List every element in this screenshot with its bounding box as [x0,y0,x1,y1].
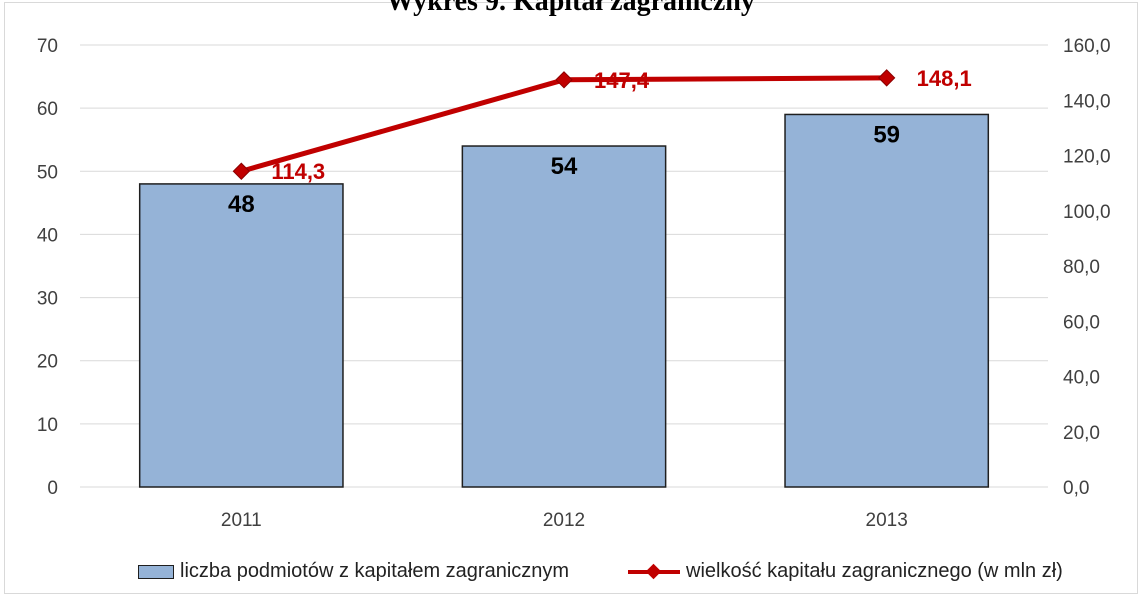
chart-frame [4,2,1138,594]
y-left-tick-label: 30 [37,289,58,310]
bar-value-label: 48 [228,191,255,218]
y-right-tick-label: 60,0 [1063,312,1100,333]
legend-label-bar: liczba podmiotów z kapitałem zagraniczny… [180,560,570,582]
line-marker [877,69,896,87]
y-left-tick-label: 20 [37,352,58,373]
line-marker [232,162,251,180]
legend-swatch-line [628,562,680,582]
bar [138,183,344,488]
line-value-label: 148,1 [917,66,972,91]
legend-label-line: wielkość kapitału zagranicznego (w mln z… [686,560,1063,582]
line-marker [555,71,573,89]
legend-item-bar: liczba podmiotów z kapitałem zagraniczny… [138,560,569,583]
line-value-label: 147,4 [594,68,650,93]
legend-item-line: wielkość kapitału zagranicznego (w mln z… [628,560,1063,583]
y-left-tick-label: 50 [37,162,58,183]
y-left-tick-label: 60 [37,99,58,120]
x-tick-label: 2013 [866,510,908,531]
y-left-tick-label: 70 [37,36,58,57]
y-right-tick-label: 80,0 [1063,257,1100,278]
y-left-tick-label: 40 [37,225,58,246]
y-right-tick-label: 40,0 [1063,368,1100,389]
x-tick-label: 2011 [221,510,262,531]
y-right-tick-label: 100,0 [1063,202,1111,223]
x-tick-label: 2012 [543,510,585,531]
y-right-tick-label: 160,0 [1063,36,1111,57]
y-right-tick-label: 20,0 [1063,423,1100,444]
y-left-tick-label: 10 [37,415,58,436]
legend: liczba podmiotów z kapitałem zagraniczny… [0,560,1141,590]
line-value-label: 114,3 [271,159,325,184]
bar-value-label: 54 [551,153,578,180]
bar-value-label: 59 [873,121,900,148]
y-right-tick-label: 120,0 [1063,147,1111,168]
y-right-tick-label: 0,0 [1063,478,1089,499]
y-left-tick-label: 0 [47,478,58,499]
bar [461,145,667,488]
bar [784,113,990,488]
y-right-tick-label: 140,0 [1063,91,1111,112]
legend-swatch-bar [138,564,174,579]
chart-title: Wykres 9. Kapitał zagraniczny [386,0,755,17]
